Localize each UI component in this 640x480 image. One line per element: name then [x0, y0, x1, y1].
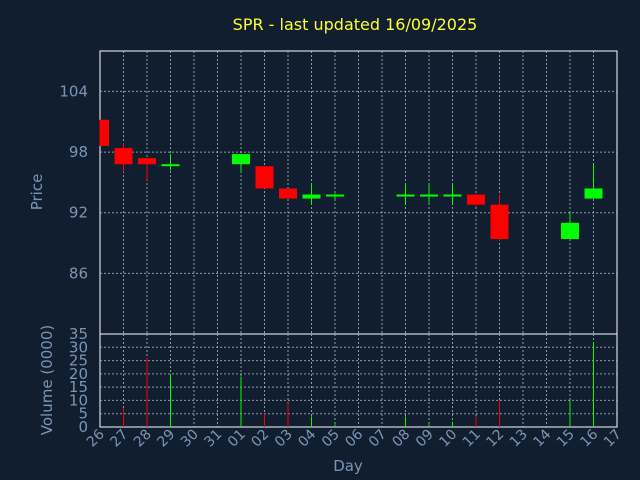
candle: [232, 154, 250, 173]
candle-body: [161, 164, 180, 167]
candle-body: [420, 194, 438, 197]
candle-body: [326, 194, 344, 197]
candle-body: [396, 194, 415, 197]
x-tick-label: 29: [154, 427, 178, 451]
x-tick-label: 12: [483, 427, 507, 451]
x-tick-label: 04: [295, 426, 319, 450]
candle: [161, 154, 180, 171]
volume-y-tick-label: 0: [78, 418, 88, 436]
price-grid: [100, 51, 617, 334]
candle: [326, 193, 344, 201]
volume-grid: [100, 334, 617, 427]
x-tick-label: 16: [577, 426, 601, 450]
x-tick-label: 30: [178, 427, 202, 451]
x-tick-label: 08: [389, 427, 413, 451]
candle: [467, 194, 485, 207]
candle: [490, 194, 509, 242]
x-tick-label: 05: [319, 427, 343, 451]
price-y-tick-label: 86: [69, 264, 88, 282]
candle: [420, 184, 438, 203]
x-tick-label: 28: [131, 427, 155, 451]
candle: [255, 166, 274, 189]
x-axis-ticks: 26 27 28 29 30 31 01 02 03 04 05 06 07 08 09 10 11 12 13 14…: [84, 426, 625, 450]
candle-body: [279, 188, 297, 199]
candle-body: [138, 158, 156, 165]
x-tick-label: 10: [436, 427, 460, 451]
x-tick-label: 15: [554, 427, 578, 451]
candle-body: [114, 148, 133, 165]
volume-y-tick-label: 20: [69, 365, 88, 383]
x-tick-label: 27: [107, 427, 131, 451]
candle: [99, 119, 109, 147]
volume-y-tick-label: 30: [69, 338, 88, 356]
candle: [443, 184, 462, 205]
candle: [561, 212, 579, 239]
candle: [114, 142, 133, 173]
volume-bar-series: [123, 341, 594, 427]
candle: [138, 158, 156, 181]
candle-body: [443, 194, 462, 197]
candle-body: [302, 194, 321, 199]
candle-body: [467, 194, 485, 205]
x-tick-label: 31: [201, 427, 225, 451]
candle-body: [561, 222, 579, 239]
x-tick-label: 01: [225, 427, 249, 451]
volume-axis-label: Volume (0000): [38, 325, 56, 435]
candle: [302, 184, 321, 205]
candle: [279, 188, 297, 199]
volume-y-tick-label: 15: [69, 378, 88, 396]
candle: [584, 164, 603, 199]
candle-body: [490, 204, 509, 239]
volume-y-tick-label: 10: [69, 391, 88, 409]
x-tick-label: 14: [530, 426, 554, 450]
x-tick-label: 09: [413, 427, 437, 451]
x-tick-label: 13: [507, 427, 531, 451]
x-tick-label: 11: [460, 427, 484, 451]
x-tick-label: 02: [248, 427, 272, 451]
candle-body: [255, 166, 274, 189]
volume-y-tick-label: 5: [78, 405, 88, 423]
chart-title: SPR - last updated 16/09/2025: [233, 15, 478, 34]
candle-body: [100, 119, 109, 147]
price-y-tick-label: 104: [59, 82, 88, 100]
price-y-ticks: 86 92 98 104: [59, 82, 88, 282]
x-tick-label: 17: [601, 427, 625, 451]
price-axis-label: Price: [28, 174, 46, 211]
price-y-tick-label: 98: [69, 143, 88, 161]
candlestick-series: [99, 119, 603, 242]
x-axis-label: Day: [333, 457, 363, 475]
x-tick-label: 06: [342, 426, 366, 450]
price-y-tick-label: 92: [69, 204, 88, 222]
volume-y-tick-label: 35: [69, 325, 88, 343]
volume-y-tick-label: 25: [69, 352, 88, 370]
candle-body: [584, 188, 603, 199]
candle: [396, 184, 415, 205]
x-tick-label: 03: [272, 427, 296, 451]
candle-body: [232, 154, 250, 165]
x-tick-label: 07: [366, 427, 390, 451]
